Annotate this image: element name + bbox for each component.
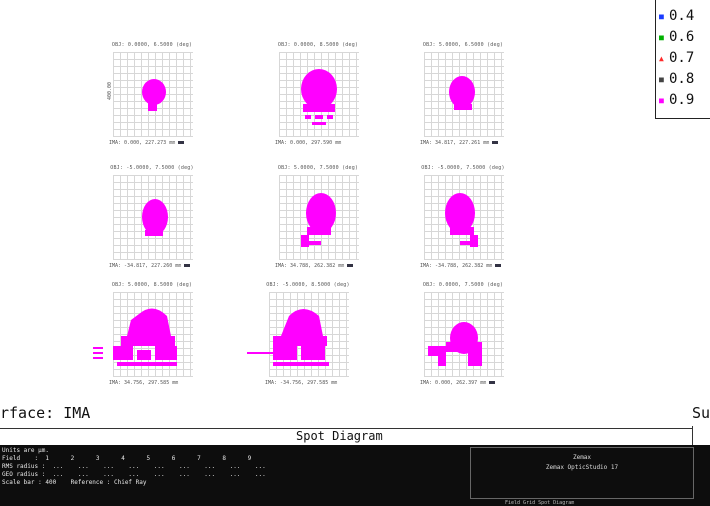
legend-item: ▲ 0.7: [659, 50, 694, 66]
field-object-label: OBJ: -5.0000, 7.5000 (deg): [421, 165, 505, 171]
surface-label-fragment: Su: [692, 404, 710, 422]
info-line: Units are µm.: [2, 447, 49, 454]
info-line: Scale bar : 400 Reference : Chief Ray: [2, 479, 147, 486]
info-line: RMS radius : ... ... ... ... ... ... ...…: [2, 463, 266, 470]
spot-cell-8: OBJ: -5.0000, 8.5000 (deg) IMA: -34.756,…: [243, 282, 373, 400]
spot-cell-9: OBJ: 0.0000, 7.5000 (deg) IMA: 0.000, 26…: [398, 282, 528, 400]
surface-label: rface: IMA: [0, 404, 91, 422]
diagram-title-bar: Spot Diagram: [0, 428, 692, 446]
legend-label: 0.9: [669, 92, 695, 108]
legend-item: ■ 0.8: [659, 71, 694, 87]
info-line: GEO radius : ... ... ... ... ... ... ...…: [2, 471, 266, 478]
legend-marker-icon: ■: [659, 96, 664, 105]
ima-text: IMA: -34.756, 297.585 mm: [265, 380, 338, 386]
legend-item: ■ 0.4: [659, 8, 694, 24]
spot-pattern: [93, 308, 177, 366]
ima-text: IMA: 34.756, 297.585 mm: [109, 380, 179, 386]
info-text: Units are µm. Field : 1 2 3 4 5 6 7 8 9 RM…: [2, 447, 462, 487]
spot-pattern: [428, 322, 482, 366]
spot-cell-3: OBJ: 5.0000, 6.5000 (deg) IMA: 34.817, 2…: [398, 42, 528, 160]
legend-item: ■ 0.9: [659, 92, 694, 108]
ima-text: IMA: -34.817, 227.260 mm: [109, 263, 182, 269]
legend-label: 0.7: [669, 50, 695, 66]
right-panel-edge: [692, 426, 710, 446]
legend-label: 0.6: [669, 29, 695, 45]
spot-cell-7: OBJ: 5.0000, 8.5000 (deg) IMA: 34.756, 2…: [87, 282, 217, 400]
ima-text: IMA: -34.788, 262.382 mm: [420, 263, 493, 269]
info-box: Zemax Zemax OpticStudio 17: [470, 447, 694, 499]
ima-text: IMA: 0.000, 297.590 mm: [275, 140, 342, 146]
spot-pattern: [142, 199, 168, 236]
field-image-label: IMA: 0.000, 227.273 mm: [109, 140, 185, 146]
field-object-label: OBJ: 5.0000, 7.5000 (deg): [277, 165, 359, 171]
field-object-label: OBJ: 0.0000, 7.5000 (deg): [422, 282, 504, 288]
ima-text: IMA: 34.788, 262.382 mm: [275, 263, 345, 269]
legend-label: 0.8: [669, 71, 695, 87]
field-object-label: OBJ: -5.0000, 8.5000 (deg): [266, 282, 350, 288]
field-object-label: OBJ: -5.0000, 7.5000 (deg): [110, 165, 194, 171]
spot-pattern: [301, 193, 336, 247]
field-image-label: IMA: 0.000, 297.590 mm: [275, 140, 341, 146]
spot-pattern: [301, 69, 337, 125]
field-object-label: OBJ: 0.0000, 8.5000 (deg): [277, 42, 359, 48]
field-image-label: IMA: 34.788, 262.382 mm: [275, 263, 354, 269]
info-footer: Field Grid Spot Diagram: [505, 500, 575, 506]
field-image-label: IMA: 34.756, 297.585 mm: [109, 380, 178, 386]
software-version: Zemax OpticStudio 17: [545, 464, 619, 471]
legend-marker-icon: ▲: [659, 54, 664, 63]
field-object-label: OBJ: 5.0000, 8.5000 (deg): [111, 282, 193, 288]
legend-marker-icon: ■: [659, 75, 664, 84]
field-image-label: IMA: -34.756, 297.585 mm: [265, 380, 337, 386]
spot-pattern: [449, 76, 475, 110]
diagram-title: Spot Diagram: [296, 429, 383, 443]
field-image-label: IMA: 34.817, 227.261 mm: [420, 140, 499, 146]
spot-pattern: [247, 309, 329, 366]
legend-marker-icon: ■: [659, 33, 664, 42]
ima-text: IMA: 0.000, 262.397 mm: [420, 380, 487, 386]
info-line: Field : 1 2 3 4 5 6 7 8 9: [2, 455, 252, 462]
legend-label: 0.4: [669, 8, 695, 24]
spot-cell-5: OBJ: 5.0000, 7.5000 (deg) IMA: 34.788, 2…: [253, 165, 383, 283]
spot-pattern: [445, 193, 478, 247]
spot-cell-2: OBJ: 0.0000, 8.5000 (deg) IMA: 0.000, 29…: [253, 42, 383, 160]
spot-cell-4: OBJ: -5.0000, 7.5000 (deg) IMA: -34.817,…: [87, 165, 217, 283]
wavelength-legend: ■ 0.4 ■ 0.6 ▲ 0.7 ■ 0.8 ■ 0.9: [655, 0, 710, 119]
legend-item: ■ 0.6: [659, 29, 694, 45]
field-image-label: IMA: 0.000, 262.397 mm: [420, 380, 496, 386]
spot-pattern: [142, 79, 166, 111]
legend-marker-icon: ■: [659, 12, 664, 21]
field-object-label: OBJ: 5.0000, 6.5000 (deg): [422, 42, 504, 48]
spot-cell-1: OBJ: 0.0000, 6.5000 (deg) 400.00 IMA: 0.…: [87, 42, 217, 160]
info-panel: Units are µm. Field : 1 2 3 4 5 6 7 8 9 RM…: [0, 445, 710, 506]
ima-text: IMA: 0.000, 227.273 mm: [109, 140, 176, 146]
spot-cell-6: OBJ: -5.0000, 7.5000 (deg) IMA: -34.788,…: [398, 165, 528, 283]
field-image-label: IMA: -34.817, 227.260 mm: [109, 263, 191, 269]
ima-text: IMA: 34.817, 227.261 mm: [420, 140, 490, 146]
field-image-label: IMA: -34.788, 262.382 mm: [420, 263, 502, 269]
software-name: Zemax: [572, 454, 592, 461]
field-object-label: OBJ: 0.0000, 6.5000 (deg): [111, 42, 193, 48]
